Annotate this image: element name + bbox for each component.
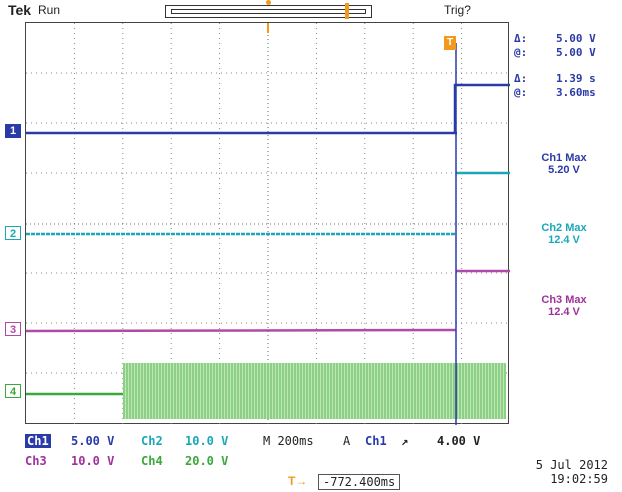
ch2-max-value: 12.4 V xyxy=(548,234,580,246)
timebase[interactable]: M 200ms xyxy=(263,434,314,448)
delta-v-value: 5.00 V xyxy=(556,32,596,45)
ch1-scale: 5.00 V xyxy=(71,434,115,448)
ch2-label[interactable]: Ch2 xyxy=(141,434,163,448)
abs-t-value: 3.60ms xyxy=(556,86,596,99)
ch3-label[interactable]: Ch3 xyxy=(25,454,47,468)
horizontal-delay-icon: T→ xyxy=(288,474,308,488)
delta-v-symbol: Δ: xyxy=(514,32,528,45)
graticule xyxy=(26,23,510,425)
abs-v-symbol: @: xyxy=(514,46,528,59)
trigger-position-icon xyxy=(266,0,271,5)
time: 19:02:59 xyxy=(550,472,608,486)
trigger-mode: A xyxy=(343,434,351,448)
channel-settings-bar: Ch1 5.00 V Ch2 10.0 V M 200ms A Ch1 ↗ 4.… xyxy=(25,432,622,492)
horizontal-delay[interactable]: -772.400ms xyxy=(318,474,401,490)
ch1-max-value: 5.20 V xyxy=(548,164,580,176)
ch1-max-label: Ch1 Max xyxy=(541,152,587,164)
ch3-scale: 10.0 V xyxy=(71,454,115,468)
trigger-status: Trig? xyxy=(444,3,471,17)
ch3-max-value: 12.4 V xyxy=(548,306,580,318)
delta-t-symbol: Δ: xyxy=(514,72,528,85)
delta-t-value: 1.39 s xyxy=(556,72,596,85)
record-view-bar[interactable] xyxy=(165,0,372,19)
ch1-ground-marker[interactable]: 1 xyxy=(5,124,21,138)
trigger-point-icon[interactable]: T xyxy=(444,36,456,50)
trigger-source[interactable]: Ch1 xyxy=(365,434,387,448)
ch1-max-measurement: Ch1 Max 5.20 V xyxy=(514,152,614,176)
ch3-waveform xyxy=(26,328,457,333)
status-bar: Tek Run Trig? xyxy=(0,0,622,20)
ch4-ground-marker[interactable]: 4 xyxy=(5,384,21,398)
ch4-scale: 20.0 V xyxy=(185,454,229,468)
ch2-ground-marker[interactable]: 2 xyxy=(5,226,21,240)
ch4-label[interactable]: Ch4 xyxy=(141,454,163,468)
ch1-waveform-after xyxy=(453,83,510,133)
waveform-display[interactable] xyxy=(25,22,510,425)
record-position-marker[interactable] xyxy=(345,3,349,19)
ch3-max-measurement: Ch3 Max 12.4 V xyxy=(514,294,614,318)
abs-v-value: 5.00 V xyxy=(556,46,596,59)
readout-panel: Δ: 5.00 V @: 5.00 V Δ: 1.39 s @: 3.60ms … xyxy=(512,22,622,432)
ch3-max-label: Ch3 Max xyxy=(541,294,587,306)
trigger-level: 4.00 V xyxy=(437,434,481,448)
ch2-max-label: Ch2 Max xyxy=(541,222,587,234)
record-window xyxy=(171,9,366,14)
acquisition-status: Run xyxy=(38,3,61,17)
ch2-scale: 10.0 V xyxy=(185,434,229,448)
timestamp: 5 Jul 2012 19:02:59 xyxy=(524,458,608,486)
abs-t-symbol: @: xyxy=(514,86,528,99)
ch4-burst-waveform xyxy=(123,363,506,419)
trigger-slope-icon: ↗ xyxy=(401,434,409,448)
brand-logo: Tek xyxy=(8,2,32,18)
ch2-max-measurement: Ch2 Max 12.4 V xyxy=(514,222,614,246)
ch3-ground-marker[interactable]: 3 xyxy=(5,322,21,336)
ch1-label[interactable]: Ch1 xyxy=(25,434,51,448)
date: 5 Jul 2012 xyxy=(535,458,608,472)
